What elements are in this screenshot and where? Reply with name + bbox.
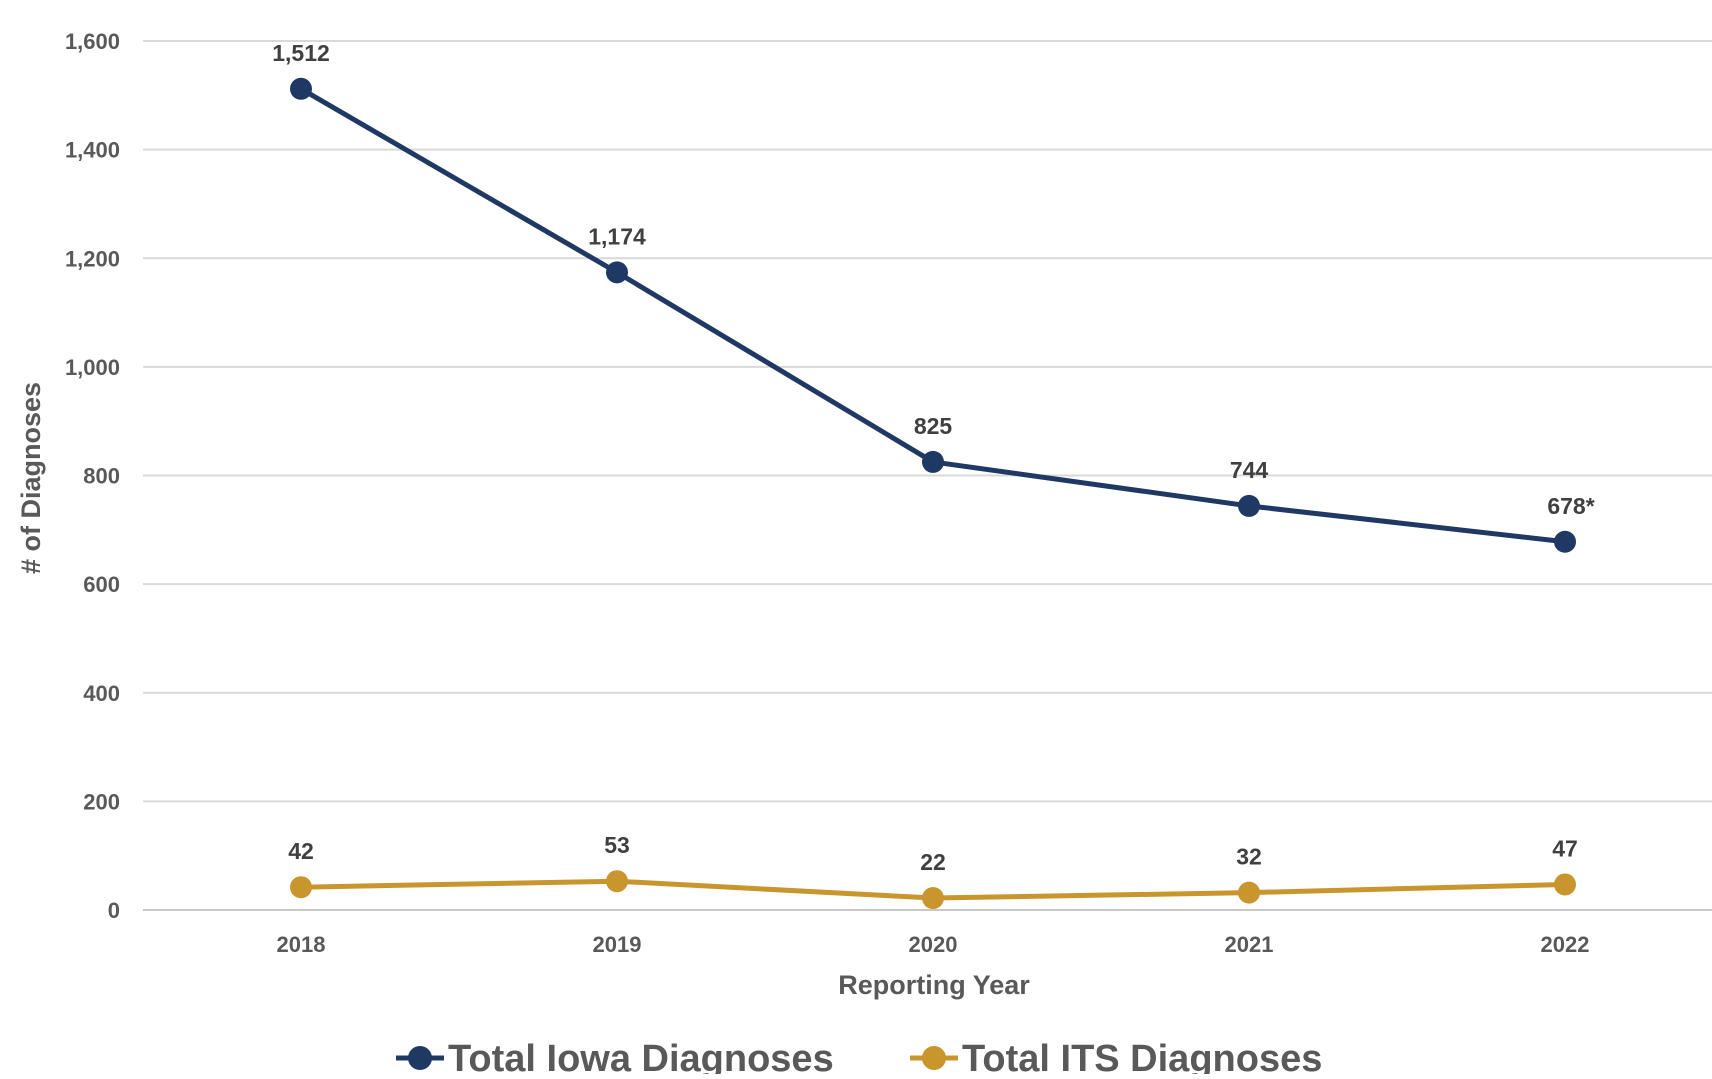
x-tick-label: 2022 [1541, 932, 1590, 957]
data-labels: 1,512 1,174 825 744 678* 42 53 22 32 47 [272, 40, 1594, 875]
data-label: 1,512 [272, 40, 330, 66]
x-tick-label: 2018 [277, 932, 326, 957]
legend-marker-swatch [408, 1046, 432, 1070]
data-label: 22 [920, 849, 946, 875]
x-tick-label: 2020 [909, 932, 958, 957]
series-lines [290, 77, 1576, 910]
data-point [606, 261, 628, 284]
data-point [1238, 881, 1260, 904]
series-line-0 [299, 86, 1566, 545]
y-tick-label: 1,600 [65, 29, 120, 54]
data-point [1554, 873, 1576, 896]
data-label: 825 [914, 413, 953, 439]
x-tick-label: 2021 [1225, 932, 1274, 957]
data-point [922, 887, 944, 910]
data-point [1238, 494, 1260, 517]
data-label: 42 [288, 838, 314, 864]
data-label: 744 [1230, 457, 1269, 483]
legend-label: Total Iowa Diagnoses [448, 1038, 834, 1074]
legend-item-1: Total ITS Diagnoses [910, 1038, 1322, 1079]
x-axis-ticks: 2018 2019 2020 2021 2022 [277, 932, 1590, 957]
y-tick-label: 0 [108, 898, 120, 923]
data-point [290, 77, 312, 100]
y-tick-label: 1,000 [65, 355, 120, 380]
legend-label: Total ITS Diagnoses [962, 1038, 1322, 1074]
data-label: 678* [1547, 493, 1594, 519]
legend: Total Iowa Diagnoses Total ITS Diagnoses [396, 1038, 1322, 1079]
data-label: 53 [604, 832, 630, 858]
y-axis-ticks: 0 200 400 600 800 1,000 1,200 1,400 1,600 [65, 29, 120, 923]
y-tick-label: 600 [83, 572, 120, 597]
y-tick-label: 200 [83, 789, 120, 814]
x-tick-label: 2019 [593, 932, 642, 957]
y-tick-label: 1,400 [65, 138, 120, 163]
x-axis-title: Reporting Year [838, 970, 1030, 1000]
data-label: 47 [1552, 835, 1578, 861]
data-label: 1,174 [588, 223, 646, 249]
data-point [1554, 530, 1576, 553]
y-tick-label: 400 [83, 681, 120, 706]
y-tick-label: 800 [83, 464, 120, 489]
gridlines [143, 40, 1712, 911]
data-point [290, 876, 312, 899]
data-point [606, 870, 628, 893]
data-point [922, 450, 944, 473]
y-tick-label: 1,200 [65, 246, 120, 271]
y-axis-title: # of Diagnoses [16, 382, 46, 574]
legend-item-0: Total Iowa Diagnoses [396, 1038, 834, 1079]
data-label: 32 [1236, 844, 1262, 870]
legend-marker-swatch [922, 1046, 946, 1070]
